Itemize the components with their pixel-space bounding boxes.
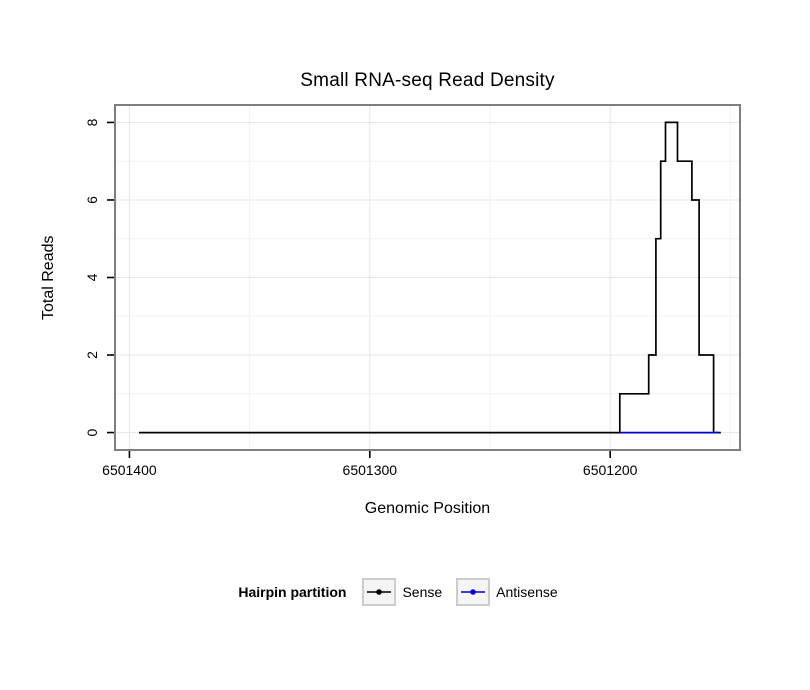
- y-tick-label: 0: [84, 428, 100, 436]
- y-tick-label: 8: [84, 118, 100, 126]
- y-tick-label: 6: [84, 196, 100, 204]
- legend-label-antisense: Antisense: [496, 584, 558, 600]
- sense-point-icon: [376, 589, 383, 595]
- chart-title: Small RNA-seq Read Density: [300, 70, 555, 91]
- panel-border: [114, 104, 741, 451]
- legend-title: Hairpin partition: [238, 584, 347, 600]
- x-tick-label: 6501300: [343, 462, 398, 478]
- x-tick-label: 6501400: [102, 462, 157, 478]
- legend-key-sense: [362, 578, 397, 606]
- legend: Hairpin partition Sense Antisense: [0, 578, 810, 606]
- antisense-line-marker-icon: [461, 589, 486, 595]
- y-tick-label: 2: [84, 351, 100, 359]
- sense-line-marker-icon: [367, 589, 392, 595]
- legend-key-antisense: [456, 578, 491, 606]
- legend-label-sense: Sense: [402, 584, 443, 600]
- x-tick-label: 6501200: [583, 462, 638, 478]
- antisense-point-icon: [470, 589, 476, 595]
- series-line-sense: [139, 121, 721, 434]
- x-axis-title: Genomic Position: [364, 500, 491, 517]
- legend-entry-antisense: Antisense: [456, 578, 558, 606]
- y-tick-label: 4: [84, 273, 100, 281]
- legend-entry-sense: Sense: [362, 578, 442, 606]
